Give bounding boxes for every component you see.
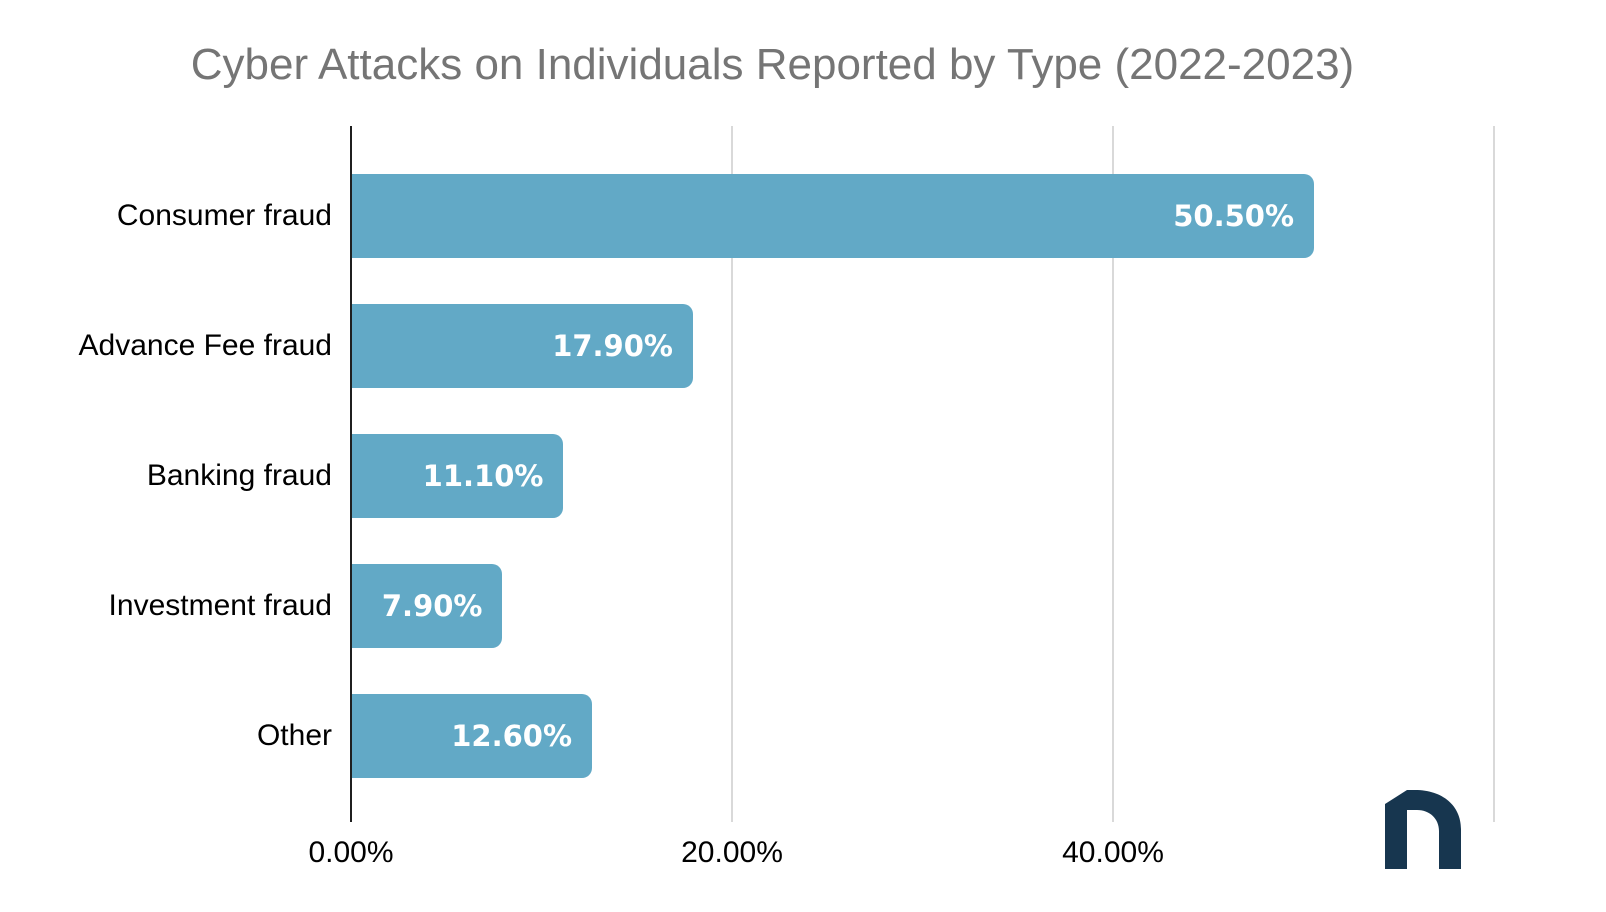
bar-value-label: 17.90% xyxy=(552,329,673,363)
bar: 11.10% xyxy=(352,434,564,518)
x-tick-label: 40.00% xyxy=(1062,836,1164,869)
bar-value-label: 11.10% xyxy=(422,459,544,493)
bar: 50.50% xyxy=(352,174,1315,258)
gridline-40pct xyxy=(1112,126,1114,822)
x-tick-label: 0.00% xyxy=(308,836,394,869)
chart-title: Cyber Attacks on Individuals Reported by… xyxy=(190,40,1355,89)
bar: 12.60% xyxy=(352,694,593,778)
category-label: Banking fraud xyxy=(146,459,332,492)
category-label: Advance Fee fraud xyxy=(78,329,333,362)
bar-value-label: 12.60% xyxy=(451,719,573,753)
category-label: Consumer fraud xyxy=(116,199,332,232)
plot-area: 50.50% 17.90% 11.10% 7.90% 12.60% xyxy=(350,126,1495,822)
bar: 7.90% xyxy=(352,564,503,648)
y-axis-line xyxy=(350,126,352,822)
x-tick-label: 20.00% xyxy=(681,836,783,869)
brand-logo-n-icon xyxy=(1385,790,1461,869)
category-label: Investment fraud xyxy=(108,589,332,622)
gridline-60pct xyxy=(1493,126,1495,822)
gridline-20pct xyxy=(731,126,733,822)
bar: 17.90% xyxy=(352,304,693,388)
bar-value-label: 50.50% xyxy=(1173,199,1295,233)
category-label: Other xyxy=(256,719,332,752)
bar-value-label: 7.90% xyxy=(381,589,483,623)
